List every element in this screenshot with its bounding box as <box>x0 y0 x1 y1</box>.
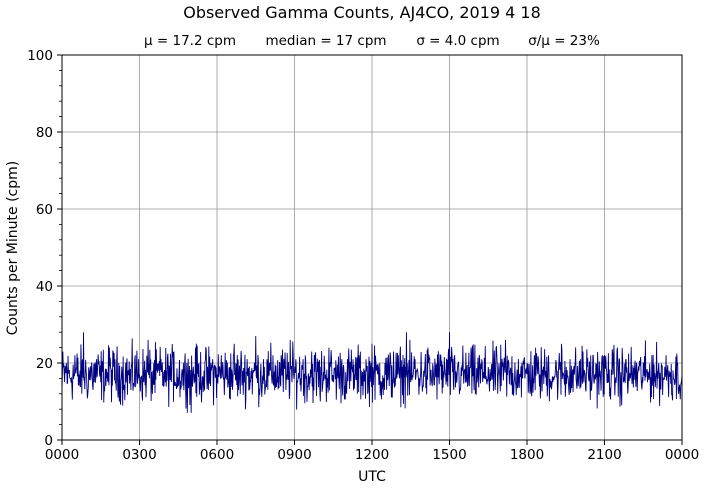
y-tick-label: 100 <box>27 48 53 64</box>
y-tick-label: 20 <box>36 356 53 372</box>
chart-title: Observed Gamma Counts, AJ4CO, 2019 4 18 <box>183 3 541 22</box>
y-tick-label: 40 <box>36 279 53 295</box>
x-tick-label: 0300 <box>122 447 156 463</box>
y-axis-label: Counts per Minute (cpm) <box>5 161 21 335</box>
x-tick-label: 0900 <box>277 447 311 463</box>
subtitle-mean: μ = 17.2 cpm <box>144 33 236 49</box>
x-tick-label: 0000 <box>665 447 699 463</box>
x-tick-label: 2100 <box>587 447 621 463</box>
x-tick-label: 1200 <box>355 447 389 463</box>
x-tick-label: 1800 <box>510 447 544 463</box>
data-layer <box>61 332 683 414</box>
subtitle-median: median = 17 cpm <box>265 33 386 49</box>
subtitle-ratio: σ/μ = 23% <box>528 33 600 49</box>
y-tick-label: 80 <box>36 125 53 141</box>
y-tick-label: 0 <box>44 433 53 449</box>
x-tick-label: 1500 <box>432 447 466 463</box>
series-line <box>61 332 683 414</box>
y-tick-label: 60 <box>36 202 53 218</box>
x-axis-label: UTC <box>358 469 386 485</box>
grid <box>62 55 682 440</box>
ticks: 0000 0300 0600 0900 1200 1500 1800 2100 00000204… <box>27 48 699 463</box>
x-tick-label: 0000 <box>45 447 79 463</box>
x-tick-label: 0600 <box>200 447 234 463</box>
subtitle-sigma: σ = 4.0 cpm <box>416 33 499 49</box>
